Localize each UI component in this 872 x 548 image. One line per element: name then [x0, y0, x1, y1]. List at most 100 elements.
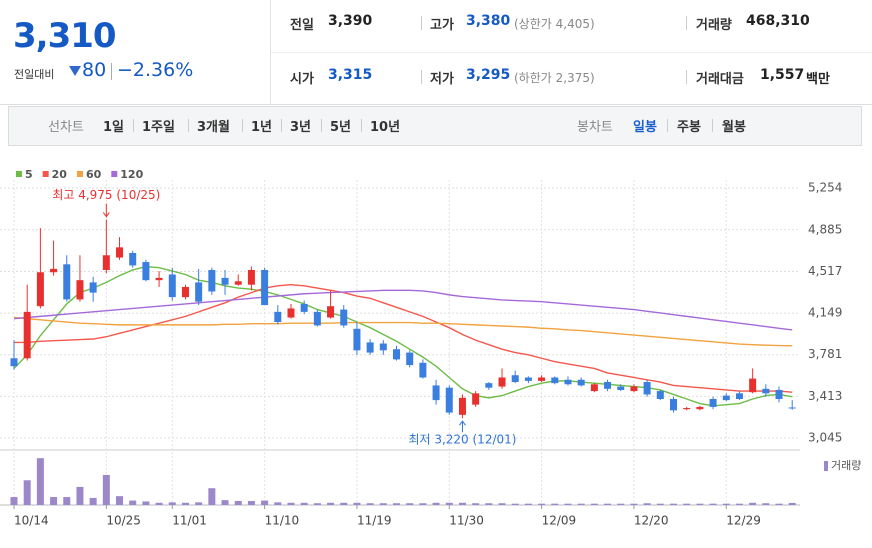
volume-bar [63, 497, 71, 505]
divider [242, 119, 243, 132]
divider [281, 119, 282, 132]
candle-body [274, 311, 282, 323]
period-tab[interactable]: 10년 [370, 120, 401, 135]
ma-line [13, 316, 793, 347]
y-tick-label: 5,254 [808, 181, 842, 195]
volume-bar [313, 503, 321, 505]
candle-body [10, 358, 18, 367]
candle-body [23, 311, 31, 359]
volume-bar [129, 500, 137, 505]
volume-bar [142, 501, 150, 505]
candle-body [524, 377, 532, 381]
y-tick-label: 3,413 [808, 389, 842, 403]
candle-body [129, 252, 137, 266]
candle-body [696, 406, 704, 410]
ma-line [13, 265, 793, 407]
candle-body [590, 384, 598, 392]
divider [361, 119, 362, 132]
candle-body [50, 268, 58, 273]
candle-body [485, 383, 493, 388]
volume-bar [393, 503, 401, 505]
period-tab[interactable]: 1일 [103, 120, 125, 135]
volume-bar [590, 503, 598, 505]
period-tab[interactable]: 1주일 [142, 120, 175, 135]
candle-body [406, 352, 414, 366]
divider [133, 119, 134, 132]
volume-bar [221, 500, 229, 505]
change-rate: −2.36% [117, 59, 194, 81]
legend-label: 60 [86, 168, 102, 181]
candle-body [722, 395, 730, 401]
volume-bar [524, 503, 532, 505]
legend-label: 120 [120, 168, 143, 181]
period-tab[interactable]: 5년 [330, 120, 352, 135]
x-tick-label: 11/19 [357, 514, 392, 528]
divider [421, 70, 422, 84]
candle-body [76, 280, 84, 300]
annotation-arrowhead [459, 420, 466, 426]
y-tick-label: 4,149 [808, 306, 842, 320]
candle-body [551, 377, 559, 384]
header: 3,310 전일대비 80 −2.36% 전일 3,390 고가 3,380 (… [0, 0, 872, 105]
candle-tab[interactable]: 주봉 [677, 120, 701, 135]
candle-body [458, 397, 466, 415]
candle-body [564, 379, 572, 385]
candle-body [538, 377, 546, 381]
x-tick-label: 11/10 [265, 514, 300, 528]
candle-body [195, 282, 203, 302]
volume-bar [353, 502, 361, 505]
candle-body [617, 386, 625, 390]
legend-label: 거래량 [831, 459, 861, 472]
divider [686, 16, 687, 30]
candle-body [247, 269, 255, 285]
candle-tab[interactable]: 월봉 [722, 120, 746, 135]
y-tick-label: 3,781 [808, 347, 842, 361]
candle-tab[interactable]: 일봉 [633, 120, 657, 135]
legend-swatch [111, 171, 118, 177]
volume-bar [551, 503, 559, 505]
candle-body [221, 277, 229, 285]
volume-bar [406, 503, 414, 505]
annotation: 최고 4,975 (10/25) [52, 188, 160, 202]
candle-body [340, 309, 348, 326]
volume-bar [775, 503, 783, 505]
candle-body [670, 398, 677, 411]
period-tab[interactable]: 3개월 [197, 120, 230, 135]
divider [686, 70, 687, 84]
candle-body [432, 385, 440, 401]
candle-body [775, 389, 783, 399]
candle-body [709, 398, 717, 407]
stat-label: 저가 [430, 72, 454, 87]
candle-body [181, 286, 189, 298]
candle-body [313, 311, 321, 326]
volume-bar [168, 502, 176, 505]
stat-label: 고가 [430, 18, 454, 33]
change: 80 [82, 59, 107, 81]
volume-bar [445, 502, 453, 505]
volume-bar [89, 497, 97, 505]
candle-body [788, 407, 796, 409]
volume-bar [36, 458, 44, 505]
candle-body [116, 247, 124, 258]
candle-body [300, 303, 308, 312]
candle-body [419, 362, 427, 378]
stat-value: 3,380 [466, 13, 511, 29]
volume-bar [10, 497, 18, 505]
volume-bar [538, 503, 546, 505]
volume-bar [696, 503, 704, 505]
volume-bar [564, 503, 572, 505]
period-tab[interactable]: 3년 [290, 120, 312, 135]
divider [667, 119, 668, 132]
period-tab[interactable]: 1년 [251, 120, 273, 135]
volume-bar [722, 503, 730, 505]
legend-swatch [824, 461, 828, 471]
volume-bar [23, 480, 31, 505]
volume-bar [432, 502, 440, 505]
volume-bar [485, 503, 493, 505]
candle-body [327, 306, 335, 318]
stat-value: 3,390 [328, 13, 373, 29]
candle-body [102, 255, 110, 270]
candle-body [366, 342, 374, 353]
candle-body [735, 393, 743, 399]
volume-bar [379, 503, 387, 505]
